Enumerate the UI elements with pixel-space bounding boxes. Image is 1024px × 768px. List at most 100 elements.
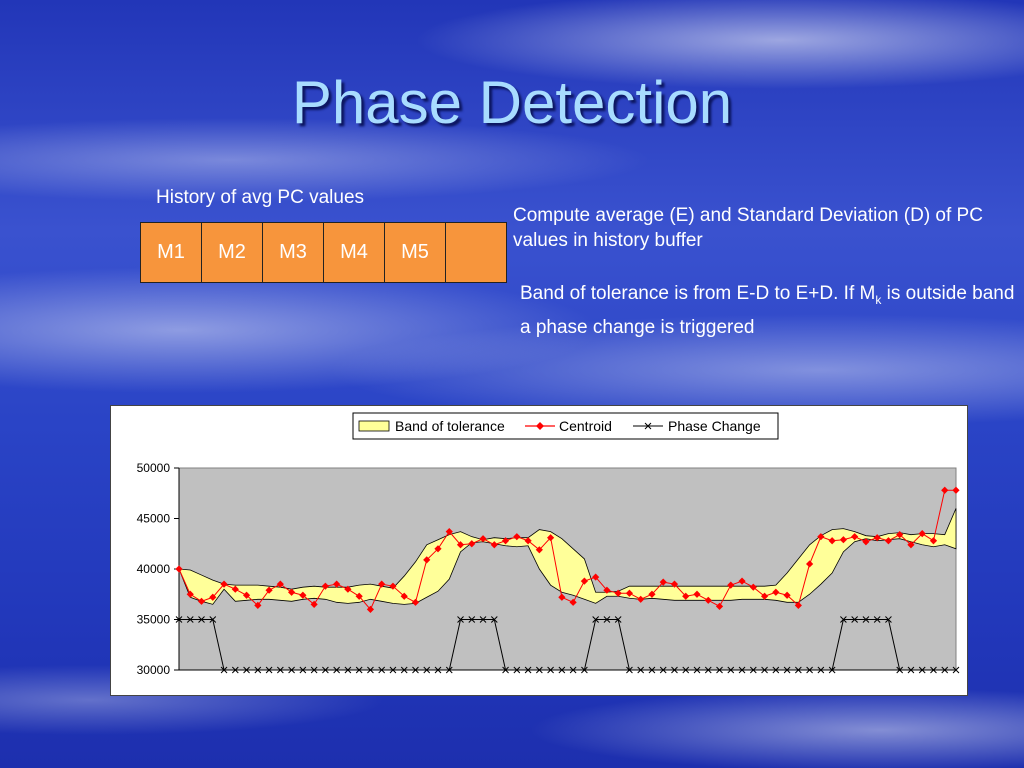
phase-change-point (873, 616, 881, 623)
legend-label-band: Band of tolerance (395, 418, 505, 434)
phase-change-point (727, 666, 735, 674)
phase-change-point (243, 666, 250, 674)
phase-change-point (626, 666, 633, 674)
phase-change-point (547, 666, 554, 674)
phase-change-point (299, 666, 307, 674)
phase-change-point (648, 666, 656, 674)
chart-svg: 30000 35000 40000 45000 50000 Band of toleran… (137, 412, 960, 677)
phase-change-point (434, 666, 442, 674)
description-band-text-1: Band of tolerance is from E-D to E+D. If… (520, 283, 876, 304)
centroid-point (468, 540, 476, 548)
description-band-text-2: is outside band a phase change is trigge… (520, 283, 1015, 338)
centroid-point (637, 595, 645, 603)
centroid-point (378, 580, 386, 588)
centroid-point (524, 537, 532, 545)
legend-label-centroid: Centroid (559, 418, 612, 434)
phase-change-point (378, 666, 386, 674)
legend-marker-centroid (536, 422, 544, 430)
phase-change-point (569, 666, 577, 674)
centroid-point (445, 528, 453, 536)
description-band-subscript: k (875, 292, 882, 307)
description-average-stddev: Compute average (E) and Standard Deviati… (513, 205, 983, 251)
phase-change-point (513, 666, 521, 674)
phase-change-point (231, 666, 239, 674)
centroid-point (625, 589, 634, 597)
centroid-point (366, 605, 375, 613)
centroid-point (873, 534, 881, 542)
y-tick-label: 45000 (137, 512, 171, 526)
centroid-point (659, 578, 667, 586)
phase-change-point (254, 666, 262, 674)
phase-change-point (817, 666, 825, 674)
centroid-point (569, 598, 577, 606)
centroid-point (242, 591, 251, 599)
phase-change-point (592, 616, 600, 623)
phase-change-point (693, 666, 701, 674)
centroid-point (501, 537, 510, 545)
phase-change-point (840, 616, 847, 623)
phase-change-point (490, 616, 498, 623)
phase-change-point (671, 666, 678, 674)
phase-change-point (479, 616, 487, 623)
centroid-point (490, 541, 498, 549)
phase-change-point (389, 666, 397, 674)
slide-title: Phase Detection (291, 69, 733, 136)
centroid-point (941, 486, 949, 494)
phase-change-point (209, 616, 217, 623)
legend-box (352, 412, 779, 440)
history-cell-m4: M4 (323, 222, 385, 283)
phase-change-point (468, 616, 476, 623)
phase-change-point (502, 666, 509, 674)
centroid-point (535, 546, 543, 554)
centroid-point (851, 533, 859, 541)
phase-change-point (558, 666, 566, 674)
history-cell-m2: M2 (201, 222, 263, 283)
legend-label-phase-change: Phase Change (668, 418, 761, 434)
y-tick-label: 35000 (137, 613, 171, 627)
phase-change-point (806, 666, 813, 674)
centroid-point (806, 560, 814, 568)
phase-change-point (682, 666, 690, 674)
legend-marker-phase-change (644, 422, 652, 430)
centroid-point (456, 541, 465, 549)
centroid-point (614, 589, 622, 597)
centroid-point (547, 534, 555, 542)
description-band-of-tolerance: Band of tolerance is from E-D to E+D. If… (520, 280, 1020, 341)
phase-change-point (322, 666, 329, 674)
centroid-point (175, 565, 183, 573)
centroid-point (299, 591, 307, 599)
phase-change-point (344, 666, 352, 674)
history-buffer-table: M1 M2 M3 M4 M5 (140, 222, 507, 283)
phase-change-point (828, 666, 836, 674)
phase-change-point (423, 666, 431, 674)
phase-change-point (367, 666, 374, 674)
centroid-point (907, 541, 915, 549)
phase-change-point (603, 616, 611, 623)
history-label: History of avg PC values (156, 187, 365, 208)
phase-change-point (400, 666, 408, 674)
phase-detection-chart: 30000 35000 40000 45000 50000 Band of toleran… (110, 405, 968, 696)
phase-change-point (524, 666, 532, 674)
phase-change-point (310, 666, 318, 674)
phase-change-point (896, 666, 904, 674)
centroid-point (558, 593, 566, 601)
phase-change-point (851, 616, 859, 623)
phase-change-point (761, 666, 768, 674)
history-cell-m1: M1 (140, 222, 202, 283)
phase-change-point (265, 666, 273, 674)
centroid-point (783, 591, 791, 599)
phase-change-point (941, 666, 949, 674)
phase-change-point (637, 666, 645, 674)
phase-change-point (175, 616, 183, 623)
phase-change-point (445, 666, 453, 674)
centroid-point (794, 601, 802, 609)
centroid-point (580, 577, 588, 585)
phase-change-point (276, 666, 284, 674)
phase-change-point (794, 666, 802, 674)
phase-change-point (952, 666, 960, 674)
phase-change-point (288, 666, 295, 674)
centroid-point (704, 596, 712, 604)
history-cell-m3: M3 (262, 222, 324, 283)
phase-change-point (186, 616, 194, 623)
phase-change-point (220, 666, 228, 674)
